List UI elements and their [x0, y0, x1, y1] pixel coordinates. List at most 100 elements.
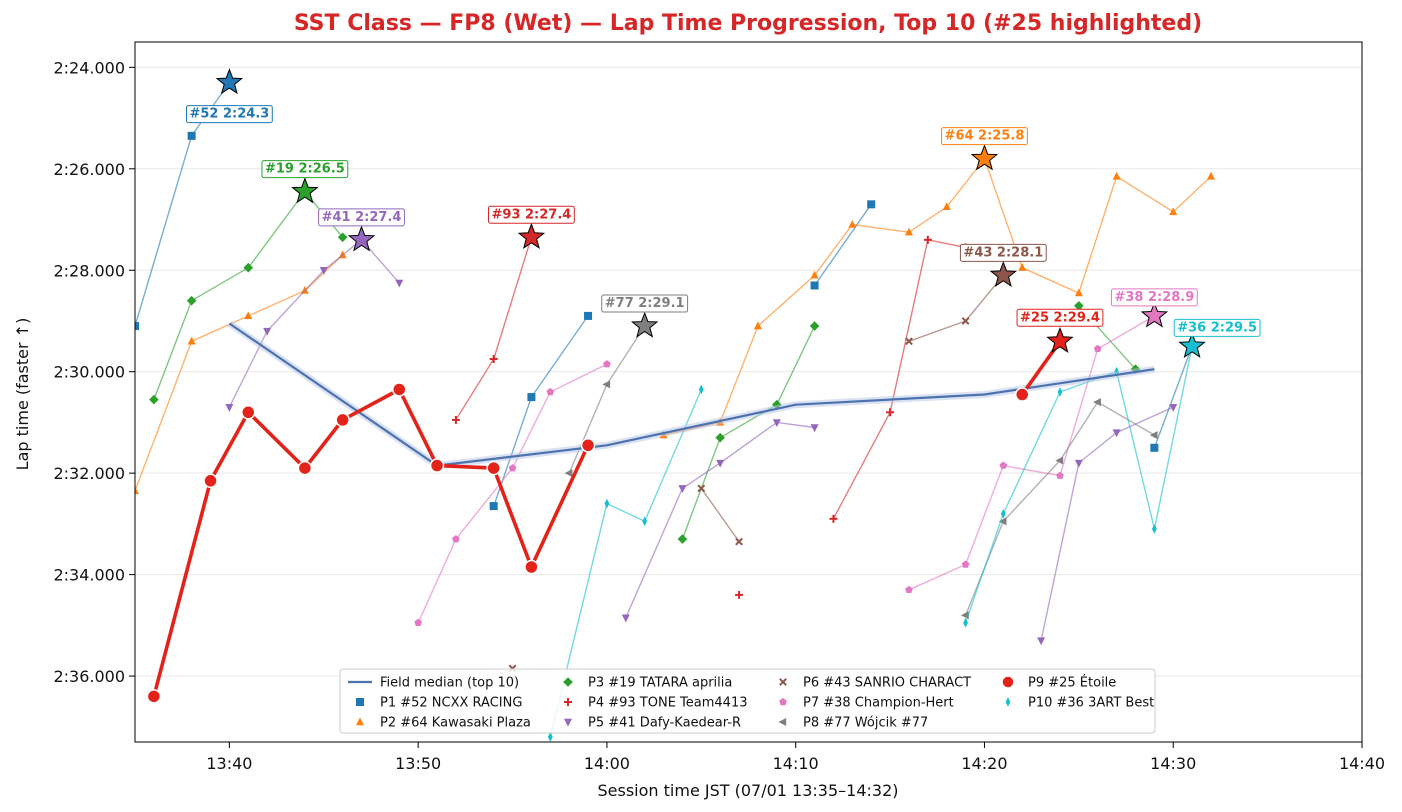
legend-entry: P3 #19 TATARA aprilia — [563, 676, 732, 691]
x-tick-label: 13:50 — [395, 754, 441, 773]
best-lap-label-text: #38 2:28.9 — [1114, 290, 1194, 305]
best-lap-label: #93 2:27.4 — [488, 205, 575, 224]
data-point — [135, 322, 139, 331]
series-line — [908, 274, 1004, 342]
data-point — [904, 227, 913, 236]
legend: Field median (top 10) P1 #52 NCXX RACING P… — [339, 668, 1156, 734]
series-line — [152, 387, 590, 697]
series-line — [814, 203, 872, 286]
data-point — [1112, 429, 1121, 438]
series-line — [1040, 406, 1174, 641]
best-lap-label-box — [1016, 308, 1104, 327]
best-lap-label: #52 2:24.3 — [185, 105, 273, 124]
y-tick-label: 2:32.000 — [53, 464, 125, 483]
data-point — [319, 267, 328, 275]
data-point — [243, 262, 254, 273]
series-no41 — [225, 236, 1178, 646]
data-point — [1093, 344, 1102, 353]
data-point — [848, 220, 857, 228]
plot-frame — [134, 41, 1363, 743]
legend-entry: P7 #38 Champion-Hert — [779, 696, 954, 711]
data-point — [809, 321, 820, 331]
data-point — [508, 464, 517, 472]
best-lap-label-text: #52 2:24.3 — [189, 107, 269, 122]
best-lap-label-text: #93 2:27.4 — [492, 207, 572, 222]
data-point — [604, 498, 610, 509]
legend-entry: P10 #36 3ART Best — [1005, 696, 1154, 711]
legend-label: P4 #93 TONE Team4413 — [588, 696, 748, 711]
y-tick-label: 2:26.000 — [53, 160, 125, 179]
series-no43 — [508, 271, 1008, 673]
data-point — [1150, 443, 1159, 452]
data-point — [452, 535, 460, 543]
data-point — [1018, 263, 1027, 271]
data-point — [603, 360, 611, 368]
series-no38 — [414, 311, 1159, 627]
data-point — [527, 393, 536, 402]
legend-label: P7 #38 Champion-Hert — [803, 696, 954, 711]
series-line — [549, 389, 702, 738]
marker-stroke — [905, 337, 913, 346]
data-point — [395, 279, 404, 288]
data-point — [602, 380, 611, 389]
x-tick-label: 14:30 — [1150, 754, 1196, 773]
data-point — [356, 717, 364, 726]
data-point — [923, 235, 932, 244]
y-axis: 2:24.000 2:26.000 2:28.000 2:30.000 2:32.000… — [53, 58, 135, 686]
y-axis-label: Lap time (faster ↑) — [13, 318, 32, 471]
best-lap-label-box — [959, 243, 1047, 262]
best-lap-label-box — [1110, 288, 1198, 307]
legend-label: P10 #36 3ART Best — [1028, 696, 1154, 711]
best-lap-star — [291, 177, 319, 204]
legend-entry: P1 #52 NCXX RACING — [356, 696, 522, 711]
data-point — [135, 486, 139, 495]
series-no93 — [451, 233, 970, 599]
data-point — [677, 534, 688, 544]
legend-label: P9 #25 Étoile — [1028, 675, 1116, 691]
data-point — [564, 469, 573, 478]
y-tick-label: 2:36.000 — [53, 667, 125, 686]
data-point — [621, 614, 630, 623]
data-point — [998, 517, 1007, 526]
x-tick-label: 13:40 — [206, 754, 252, 773]
data-point — [1169, 404, 1178, 412]
data-point — [564, 698, 572, 706]
data-point — [810, 270, 819, 279]
data-point — [715, 432, 725, 443]
data-point — [546, 388, 555, 396]
data-point — [886, 408, 895, 417]
data-point — [1001, 675, 1015, 689]
best-lap-star — [215, 68, 244, 95]
legend-entry: P8 #77 Wójcik #77 — [778, 716, 928, 731]
data-point — [1000, 508, 1006, 519]
data-point — [963, 617, 968, 628]
marker-stroke — [697, 484, 706, 493]
best-lap-label: #41 2:27.4 — [318, 208, 405, 227]
series-line — [135, 254, 344, 492]
best-lap-label-text: #19 2:26.5 — [265, 162, 345, 177]
data-point — [829, 514, 838, 523]
data-point — [1014, 387, 1030, 402]
series-line — [832, 239, 966, 520]
best-lap-star — [989, 260, 1018, 288]
legend-label: Field median (top 10) — [380, 676, 519, 691]
legend-entry: Field median (top 10) — [348, 676, 519, 691]
best-lap-label-box — [488, 205, 575, 224]
legend-label: P2 #64 Kawasaki Plaza — [380, 716, 531, 731]
data-point — [225, 404, 234, 412]
y-tick-label: 2:24.000 — [53, 58, 125, 77]
data-point — [1149, 431, 1158, 440]
legend-label: P8 #77 Wójcik #77 — [803, 716, 928, 731]
best-lap-star — [517, 222, 546, 249]
legend-entry: P9 #25 Étoile — [1001, 675, 1116, 691]
best-lap-label: #19 2:26.5 — [261, 160, 349, 179]
series-line — [964, 346, 1193, 624]
series-line — [908, 315, 1155, 591]
best-lap-label-text: #36 2:29.5 — [1177, 320, 1257, 335]
series-no52 — [135, 78, 1197, 511]
best-lap-label-box — [185, 105, 273, 124]
series-line — [681, 325, 816, 540]
data-point — [335, 412, 350, 428]
data-point — [524, 559, 539, 575]
best-lap-label: #36 2:29.5 — [1173, 318, 1261, 337]
